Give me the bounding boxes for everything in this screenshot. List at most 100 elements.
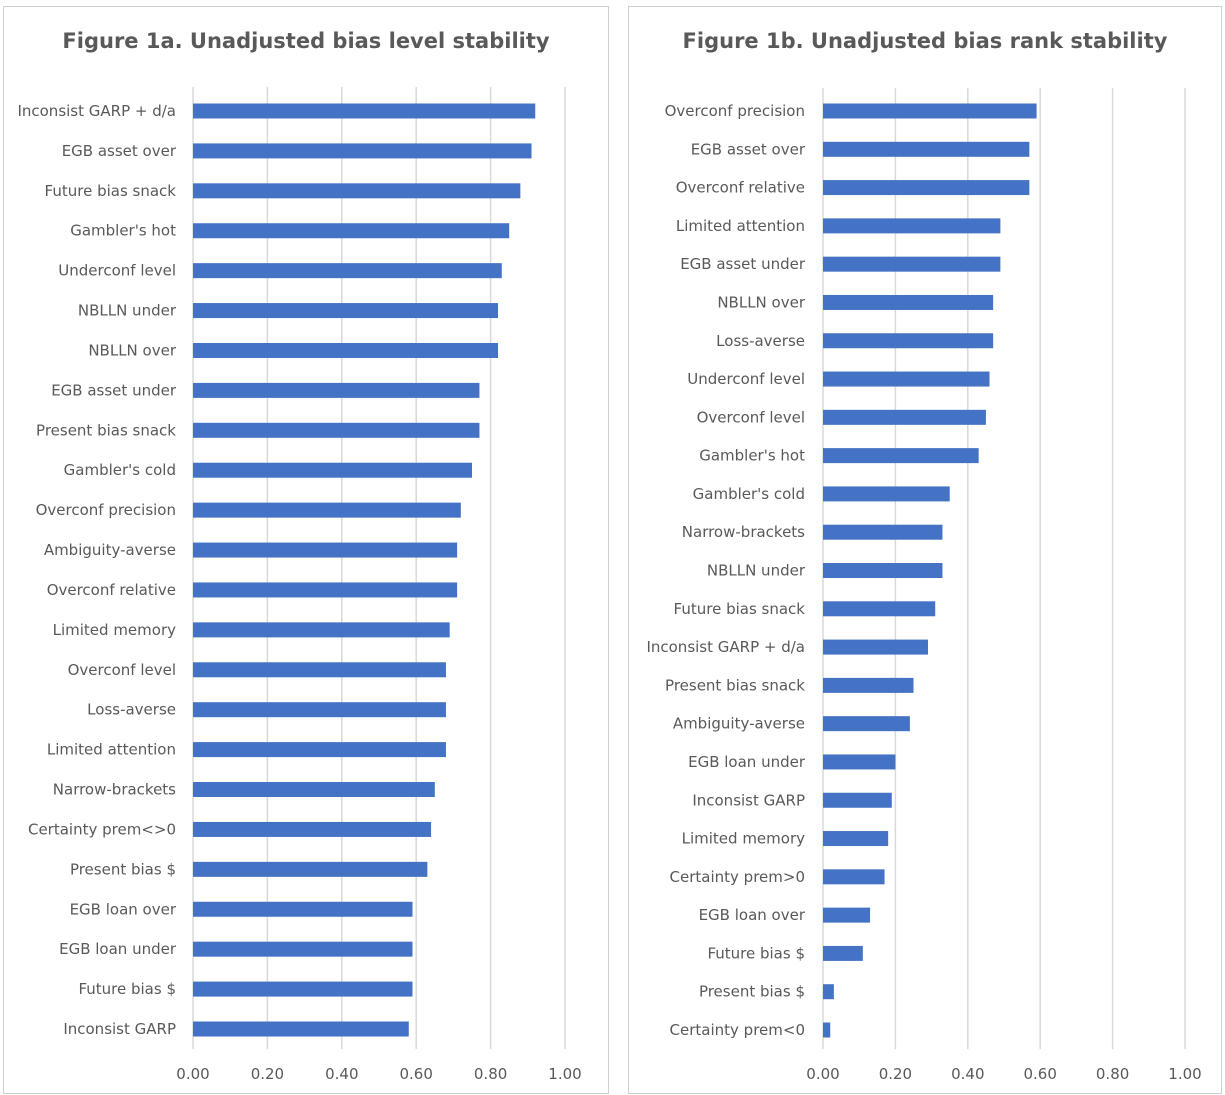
chart-panel-1b: Figure 1b. Unadjusted bias rank stabilit…	[628, 6, 1222, 1094]
x-tick-label: 0.60	[399, 1065, 432, 1083]
x-tick-label: 0.00	[806, 1065, 839, 1083]
category-label: Future bias snack	[45, 182, 177, 200]
bar	[823, 333, 994, 349]
category-label: Inconsist GARP + d/a	[646, 638, 805, 656]
category-label: Gambler's cold	[693, 485, 805, 503]
category-label: EGB asset under	[51, 381, 177, 399]
bar	[193, 1021, 409, 1037]
bar	[193, 582, 458, 598]
bar	[823, 639, 928, 655]
category-label: Certainty prem<0	[670, 1021, 805, 1039]
category-label: Overconf relative	[47, 581, 176, 599]
bar	[823, 409, 986, 425]
x-tick-label: 0.20	[879, 1065, 912, 1083]
category-label: Overconf precision	[36, 501, 176, 519]
bar	[823, 218, 1001, 234]
category-label: EGB loan over	[70, 900, 177, 918]
category-label: EGB loan over	[699, 906, 806, 924]
bar	[823, 601, 936, 617]
x-tick-label: 0.40	[325, 1065, 358, 1083]
category-label: Inconsist GARP + d/a	[17, 102, 176, 120]
category-label: Future bias $	[78, 980, 176, 998]
category-label: Gambler's cold	[64, 461, 176, 479]
bar	[823, 524, 943, 540]
category-label: Present bias $	[699, 983, 805, 1001]
x-tick-label: 0.00	[176, 1065, 209, 1083]
bar	[193, 502, 461, 518]
bar	[823, 256, 1001, 272]
bar	[193, 941, 413, 957]
chart-title: Figure 1a. Unadjusted bias level stabili…	[62, 29, 550, 53]
category-label: Ambiguity-averse	[673, 715, 805, 733]
x-tick-label: 0.40	[951, 1065, 984, 1083]
bar	[823, 754, 896, 770]
category-label: Overconf level	[68, 661, 176, 679]
category-label: EGB asset over	[691, 140, 806, 158]
bar	[823, 792, 892, 808]
bar	[823, 869, 885, 885]
bar	[193, 103, 536, 119]
bar	[193, 901, 413, 917]
bar	[193, 702, 446, 718]
category-label: EGB loan under	[688, 753, 806, 771]
category-label: NBLLN over	[88, 341, 176, 359]
category-label: NBLLN over	[717, 293, 805, 311]
category-label: Underconf level	[687, 370, 805, 388]
bar	[823, 180, 1030, 196]
bar	[823, 945, 863, 961]
bar	[823, 716, 910, 732]
bar	[193, 662, 446, 678]
category-label: EGB loan under	[59, 940, 177, 958]
bar	[193, 143, 532, 159]
bar	[823, 563, 943, 578]
category-label: NBLLN under	[707, 562, 806, 580]
bar	[193, 622, 450, 638]
bar	[193, 382, 480, 398]
category-label: Inconsist GARP	[692, 791, 805, 809]
chart-title: Figure 1b. Unadjusted bias rank stabilit…	[682, 29, 1168, 53]
category-label: Future bias snack	[674, 600, 806, 618]
bar	[823, 486, 950, 502]
bar	[823, 1022, 831, 1038]
category-label: Overconf precision	[665, 102, 805, 120]
bar	[823, 103, 1037, 119]
bar	[823, 294, 994, 310]
category-label: NBLLN under	[78, 302, 177, 320]
bar	[823, 677, 914, 693]
category-label: Limited attention	[676, 217, 805, 235]
x-tick-label: 1.00	[1168, 1065, 1201, 1083]
bar	[193, 422, 480, 438]
bar	[193, 263, 502, 279]
bar	[823, 371, 990, 387]
category-label: Narrow-brackets	[53, 781, 176, 799]
bar	[193, 861, 428, 877]
category-label: Limited memory	[53, 621, 176, 639]
bar-chart-1b: 0.00 0.20 0.40 0.60 0.80 1.00 Overconf precisi…	[646, 87, 1202, 1083]
category-label: Certainty prem<>0	[28, 820, 176, 838]
bar	[193, 782, 435, 798]
category-label: Present bias snack	[665, 676, 805, 694]
bar	[823, 831, 889, 847]
category-label: Overconf relative	[676, 179, 805, 197]
category-label: Gambler's hot	[699, 447, 805, 465]
bar	[193, 742, 446, 758]
category-label: Limited memory	[682, 830, 805, 848]
bar-chart-1a: 0.00 0.20 0.40 0.60 0.80 1.00 Inconsist GARP +…	[17, 87, 582, 1083]
category-label: Narrow-brackets	[682, 523, 805, 541]
category-label: Overconf level	[697, 408, 805, 426]
category-label: Ambiguity-averse	[44, 541, 176, 559]
x-tick-label: 0.80	[474, 1065, 507, 1083]
bar	[823, 907, 871, 923]
category-label: Certainty prem>0	[670, 868, 805, 886]
category-label: Present bias snack	[36, 421, 176, 439]
bar	[193, 183, 521, 199]
category-label: EGB asset over	[62, 142, 177, 160]
bar	[193, 981, 413, 997]
category-label: Inconsist GARP	[63, 1020, 176, 1038]
chart-panel-1a: Figure 1a. Unadjusted bias level stabili…	[3, 6, 609, 1094]
bar	[193, 303, 499, 319]
category-label: Present bias $	[70, 860, 176, 878]
x-tick-label: 1.00	[548, 1065, 581, 1083]
category-label: Future bias $	[707, 944, 805, 962]
category-label: Gambler's hot	[70, 222, 176, 240]
